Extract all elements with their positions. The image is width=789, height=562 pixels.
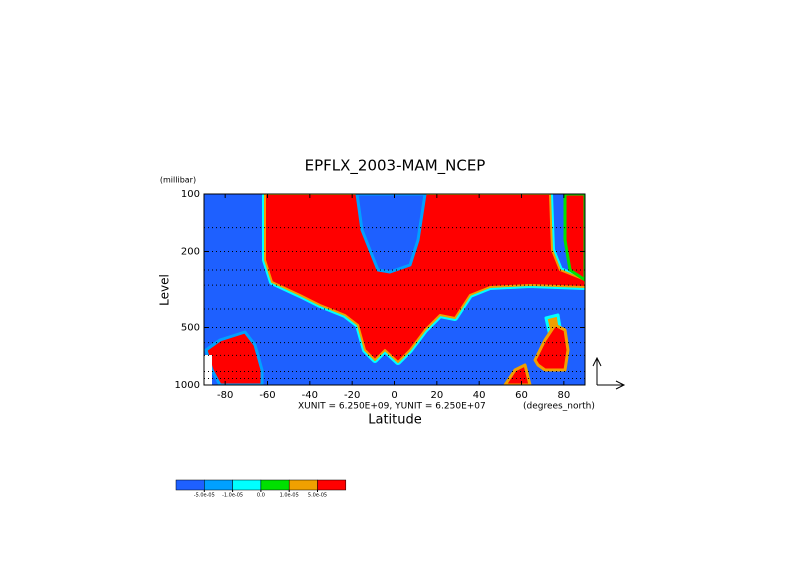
colorbar-swatch: [288, 479, 318, 491]
x-tick-label: 0: [391, 390, 397, 401]
x-tick-label: -20: [344, 390, 360, 401]
y-tick-label: 500: [181, 323, 200, 334]
colorbar-label: -5.0e-05: [194, 493, 215, 499]
colorbar-label: 0.0: [257, 493, 265, 499]
y-tick-label: 1000: [175, 380, 200, 391]
contour-field: [204, 194, 585, 385]
plot-frame: [203, 193, 586, 386]
colorbar: -5.0e-05 -1.0e-05 0.0 1.0e-05 5.0e-05: [175, 479, 347, 499]
x-tick-label: -80: [217, 390, 233, 401]
y-tick-label: 100: [181, 189, 200, 200]
colorbar-swatch: [232, 479, 262, 491]
colorbar-swatch: [175, 479, 205, 491]
colorbar-label: -1.0e-05: [222, 493, 243, 499]
chart-title: EPFLX_2003-MAM_NCEP: [305, 157, 486, 176]
x-unit-label: (degrees_north): [523, 402, 595, 412]
x-tick-label: 40: [473, 390, 486, 401]
vector-key: [592, 356, 626, 390]
axes: -80 -60 -40 -20 0 20 40 60 80 100 200 500 1000: [175, 189, 585, 401]
contour-fill: [355, 194, 427, 274]
colorbar-label: 1.0e-05: [280, 493, 299, 499]
x-axis-title: Latitude: [368, 413, 422, 428]
vector-key-arrow: [597, 380, 626, 390]
vector-units: XUNIT = 6.250E+09, YUNIT = 6.250E+07: [298, 402, 486, 412]
x-tick-label: 60: [515, 390, 528, 401]
contour-fill: [563, 194, 585, 282]
missing-data: [204, 355, 212, 385]
colorbar-label: 5.0e-05: [308, 493, 327, 499]
x-tick-label: 80: [557, 390, 570, 401]
x-tick-label: 20: [430, 390, 443, 401]
colorbar-swatch: [317, 479, 347, 491]
contour-fill: [503, 363, 532, 385]
colorbar-swatch: [204, 479, 233, 491]
colorbar-swatch: [260, 479, 290, 491]
y-axis-title: Level: [158, 274, 172, 306]
vector-key-arrow: [592, 356, 602, 385]
y-unit-label: (millibar): [160, 176, 196, 185]
x-tick-label: -60: [259, 390, 275, 401]
contour-fill: [533, 323, 570, 372]
x-tick-label: -40: [302, 390, 318, 401]
y-tick-label: 200: [181, 246, 200, 257]
